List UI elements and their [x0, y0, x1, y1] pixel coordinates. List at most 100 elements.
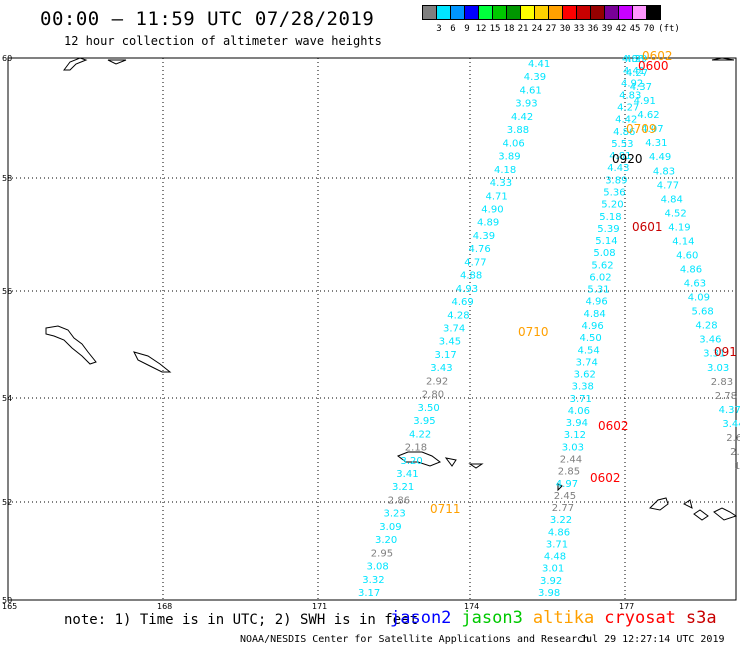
- wave-height-label: 4.61: [520, 86, 542, 97]
- legend-swatch: [646, 5, 661, 20]
- wave-height-label: 5.62: [591, 260, 613, 271]
- coastline: [107, 59, 127, 65]
- legend-label: 30: [559, 24, 571, 34]
- wave-height-label: 5.68: [692, 307, 714, 318]
- mission-legend: jason2 jason3 altika cryosat s3a: [390, 608, 727, 628]
- wave-height-label: 4.93: [456, 284, 478, 295]
- wave-height-label: 4.27: [626, 68, 648, 79]
- coastline: [444, 457, 457, 467]
- time-tag: 091: [714, 345, 737, 359]
- legend-swatches: [422, 5, 661, 20]
- mission-s3a: s3a: [685, 608, 717, 628]
- wave-height-label: 3.93: [515, 99, 537, 110]
- wave-height-label: 4.14: [672, 236, 694, 247]
- wave-height-label: 4.62: [637, 110, 659, 121]
- time-tag: 0601: [632, 220, 663, 234]
- wave-height-label: 4.54: [578, 345, 600, 356]
- wave-height-label: 4.31: [645, 138, 667, 149]
- legend-label: 18: [503, 24, 515, 34]
- wave-height-label: 3.44: [722, 419, 740, 430]
- wave-height-label: 4.52: [665, 208, 687, 219]
- wave-height-label: 4.96: [582, 321, 604, 332]
- legend-label: 39: [601, 24, 613, 34]
- wave-height-label: 3.17: [358, 588, 380, 599]
- wave-height-label: 3.95: [413, 416, 435, 427]
- legend-label: 42: [615, 24, 627, 34]
- wave-height-label: 1.: [734, 461, 740, 472]
- wave-height-label: 4.29: [625, 54, 647, 65]
- mission-jason2: jason2: [390, 608, 452, 628]
- wave-height-label: 3.43: [430, 363, 452, 374]
- wave-height-label: 3.08: [367, 562, 389, 573]
- longitude-label: 177: [619, 602, 634, 611]
- longitude-label: 165: [2, 602, 17, 611]
- map-frame: [7, 57, 737, 601]
- wave-height-label: 4.81: [609, 151, 631, 162]
- mission-cryosat: cryosat: [604, 608, 676, 628]
- wave-height-label: 3.94: [566, 418, 588, 429]
- wave-height-label: 3.32: [362, 575, 384, 586]
- wave-height-label: 5.18: [599, 212, 621, 223]
- time-tag: 0711: [430, 502, 461, 516]
- time-tag: 0920: [612, 152, 643, 166]
- legend-label: 15: [489, 24, 501, 34]
- wave-height-label: 5.14: [595, 236, 617, 247]
- wave-height-label: 3.98: [538, 588, 560, 599]
- wave-height-label: 2.45: [554, 491, 576, 502]
- legend-label: 24: [531, 24, 543, 34]
- credit-line: NOAA/NESDIS Center for Satellite Applica…: [240, 634, 590, 645]
- legend-unit: (ft): [658, 24, 680, 34]
- wave-height-label: 4.06: [568, 406, 590, 417]
- latitude-label: 54: [2, 394, 12, 403]
- time-tag: 0600: [638, 59, 669, 73]
- wave-height-label: 4.18: [494, 165, 516, 176]
- wave-height-label: 2.0: [730, 447, 740, 458]
- wave-height-label: 2.80: [422, 390, 444, 401]
- wave-height-label: 4.42: [511, 112, 533, 123]
- wave-height-label: 4.77: [657, 180, 679, 191]
- wave-height-label: 3.01: [542, 564, 564, 575]
- wave-height-label: 3.62: [574, 370, 596, 381]
- wave-height-label: 4.83: [653, 166, 675, 177]
- wave-height-label: 3.71: [546, 540, 568, 551]
- legend-label: 12: [475, 24, 487, 34]
- wave-height-label: 3.46: [699, 335, 721, 346]
- wave-height-label: 5.08: [593, 248, 615, 259]
- wave-height-label: 4.92: [621, 78, 643, 89]
- legend-label: 33: [573, 24, 585, 34]
- wave-height-label: 5.20: [601, 200, 623, 211]
- wave-height-label: 4.28: [447, 310, 469, 321]
- wave-height-label: 4.88: [622, 54, 644, 65]
- map-grid: [7, 57, 737, 601]
- coastline: [468, 463, 484, 469]
- time-tag: 0602: [590, 471, 621, 485]
- wave-height-label: 4.37: [719, 405, 740, 416]
- coastline: [63, 57, 88, 71]
- legend-label: 3: [436, 24, 442, 34]
- wave-height-label: 4.06: [503, 138, 525, 149]
- wave-height-label: 2.95: [371, 548, 393, 559]
- wave-height-label: 4.84: [584, 309, 606, 320]
- wave-height-label: 4.19: [668, 222, 690, 233]
- wave-height-label: 3.74: [576, 357, 598, 368]
- legend-label: 9: [464, 24, 470, 34]
- wave-height-label: 3.20: [401, 456, 423, 467]
- legend-label: 6: [450, 24, 456, 34]
- time-tag: 0602: [598, 419, 629, 433]
- wave-height-label: 4.42: [615, 115, 637, 126]
- wave-height-label: 4.50: [580, 333, 602, 344]
- wave-height-label: 4.83: [619, 90, 641, 101]
- coastline: [557, 483, 563, 492]
- map-title: 00:00 – 11:59 UTC 07/28/2019: [40, 8, 375, 30]
- wave-height-label: 5.31: [587, 285, 609, 296]
- coastline: [648, 497, 669, 511]
- legend-labels: 3 6 9 12 15 18 21 24 27 30 33 36 39 42 45 70 (ft): [422, 24, 740, 38]
- wave-height-label: 4.86: [548, 527, 570, 538]
- wave-height-label: 3.50: [418, 403, 440, 414]
- wave-height-label: 3.38: [572, 382, 594, 393]
- latitude-label: 52: [2, 498, 12, 507]
- time-tag: 0709: [626, 122, 657, 136]
- wave-height-label: 4.09: [688, 293, 710, 304]
- wave-height-label: 3.17: [435, 350, 457, 361]
